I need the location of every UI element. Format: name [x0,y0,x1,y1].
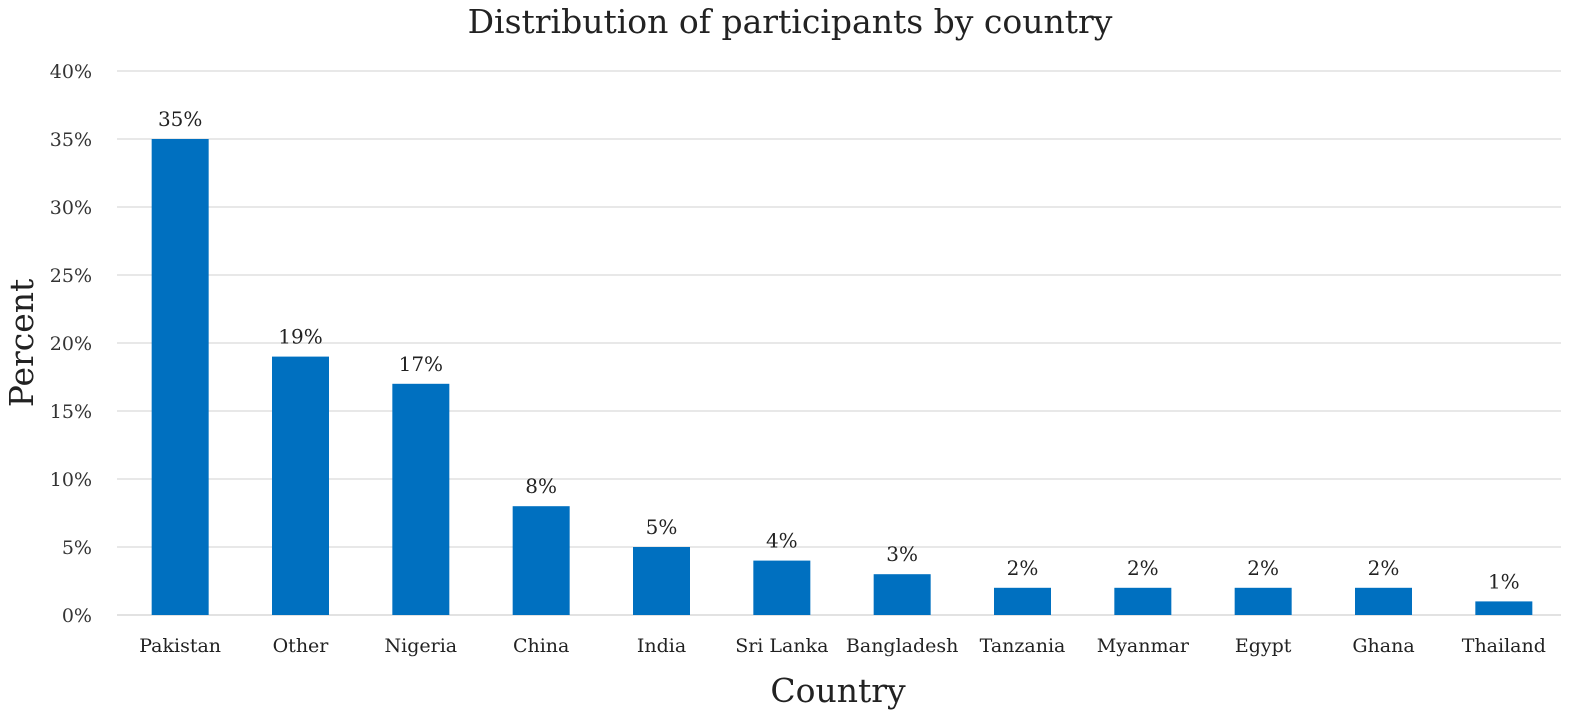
data-label: 3% [886,542,918,566]
bar-thailand [1475,601,1533,615]
x-tick-label: Pakistan [139,635,221,657]
y-tick-label: 10% [50,469,92,491]
chart-title: Distribution of participants by country [468,2,1113,41]
bar-bangladesh [873,574,931,615]
data-label: 5% [646,515,678,539]
data-label: 1% [1488,569,1520,593]
bar-china [512,506,570,615]
x-axis-title: Country [770,671,906,710]
y-tick-label: 30% [50,197,92,219]
data-label: 17% [399,352,443,376]
x-tick-label: Bangladesh [846,635,959,657]
bar-other [272,356,329,615]
x-axis-categories: Pakistan Other Nigeria China India Sri Lanka B… [139,635,1546,657]
data-label: 2% [1007,556,1039,580]
data-label: 35% [158,107,202,131]
bar-myanmar [1114,587,1172,615]
y-axis-ticks: 0% 5% 10% 15% 20% 25% 30% 35% 40% [50,61,92,627]
data-label: 8% [525,474,557,498]
bar-nigeria [392,383,450,615]
bar-sri-lanka [753,560,811,615]
x-tick-label: China [513,635,569,657]
data-label: 2% [1247,556,1279,580]
bar-pakistan [151,139,209,615]
y-tick-label: 15% [50,401,92,423]
gridlines [117,70,1561,616]
data-label: 2% [1127,556,1159,580]
data-labels: 35% 19% 17% 8% 5% 4% 3% 2% 2% 2% 2% 1% [158,107,1520,593]
y-tick-label: 35% [50,129,92,151]
x-tick-label: Thailand [1462,635,1546,657]
y-tick-label: 40% [50,61,92,83]
bar-india [633,547,690,615]
y-tick-label: 20% [50,333,92,355]
x-tick-label: India [637,635,686,657]
y-tick-label: 0% [62,605,92,627]
x-tick-label: Ghana [1352,635,1414,657]
x-tick-label: Sri Lanka [735,635,828,657]
bar-tanzania [994,587,1051,615]
bar-ghana [1355,587,1412,615]
data-label: 4% [766,529,798,553]
x-tick-label: Other [273,635,330,657]
bar-egypt [1234,587,1292,615]
x-tick-label: Tanzania [980,635,1066,657]
x-tick-label: Nigeria [385,635,458,657]
bars [151,139,1533,615]
data-label: 19% [278,325,322,349]
x-tick-label: Myanmar [1097,635,1190,657]
y-tick-label: 25% [50,265,92,287]
x-tick-label: Egypt [1235,635,1292,657]
y-axis-title: Percent [2,279,41,408]
y-tick-label: 5% [62,537,92,559]
data-label: 2% [1368,556,1400,580]
